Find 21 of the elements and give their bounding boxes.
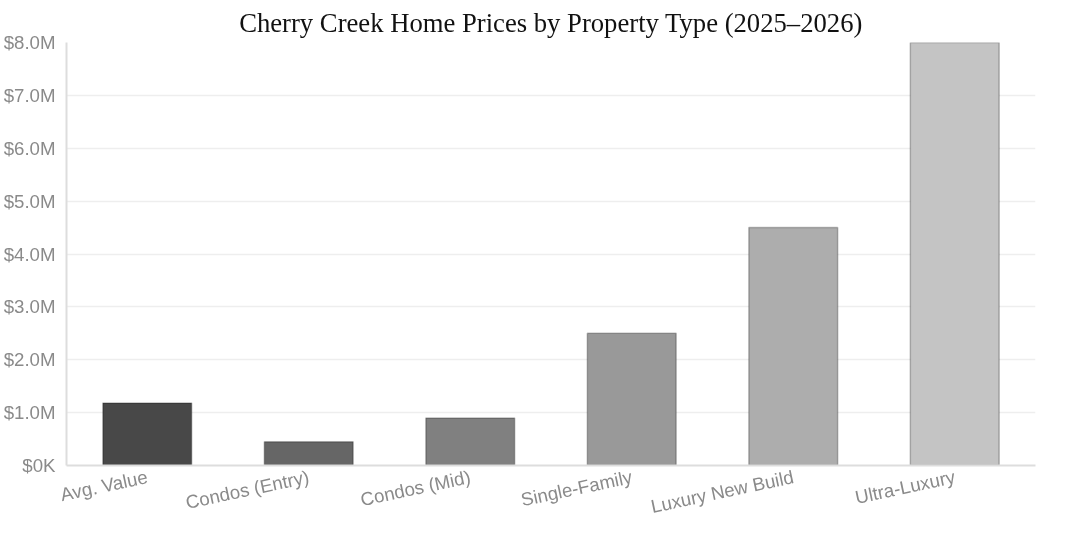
x-tick-label: Condos (Mid) [358,466,473,511]
bar [748,226,839,466]
y-tick-label: $3.0M [3,296,56,318]
y-tick-label: $1.0M [3,402,56,424]
bar [586,332,677,466]
bar [425,417,516,466]
y-tick-label: $0K [22,455,57,476]
x-tick-label: Avg. Value [58,466,150,506]
y-tick-label: $7.0M [3,84,56,106]
y-tick-label: $8.0M [3,32,56,53]
x-tick-label: Luxury New Build [649,466,796,517]
y-tick-label: $2.0M [3,349,56,371]
bar [263,440,354,466]
bar [909,42,1000,466]
y-tick-label: $4.0M [3,243,56,265]
y-tick-label: $6.0M [3,137,56,159]
x-tick-label: Ultra-Luxury [853,466,958,508]
y-tick-label: $5.0M [3,190,56,212]
chart-title: Cherry Creek Home Prices by Property Type (2025–2026) [239,7,863,38]
bar [102,402,193,466]
x-tick-label: Condos (Entry) [183,466,311,513]
